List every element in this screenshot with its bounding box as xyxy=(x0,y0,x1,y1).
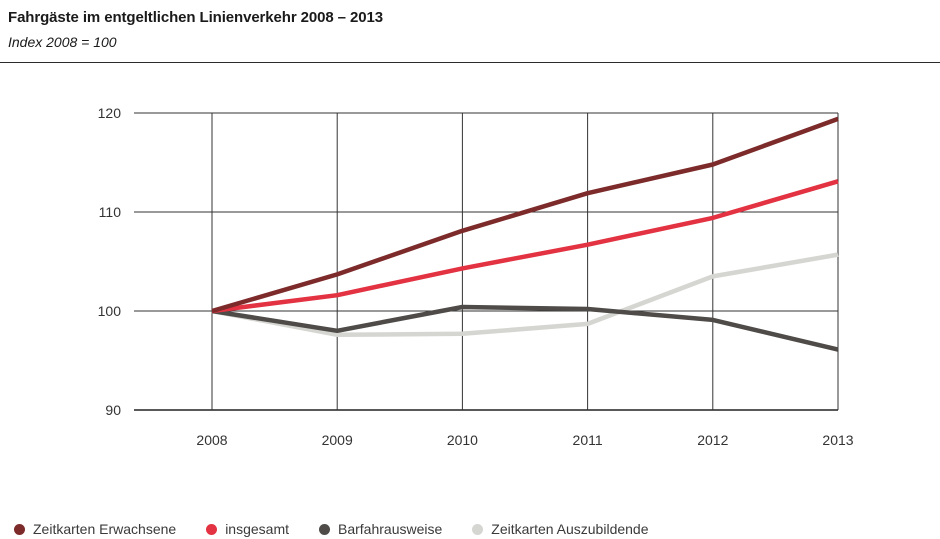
legend: Zeitkarten Erwachsene insgesamt Barfahra… xyxy=(14,519,679,539)
series-line-zeitkarten-erwachsene xyxy=(211,116,839,314)
series-line-barfahrausweise xyxy=(211,304,839,352)
legend-marker-icon xyxy=(206,523,218,535)
grid xyxy=(134,112,839,411)
x-tick-label: 2008 xyxy=(196,432,227,448)
series-line-insgesamt xyxy=(211,179,839,314)
y-tick-label: 110 xyxy=(99,204,122,220)
legend-item-insgesamt: insgesamt xyxy=(206,521,289,537)
legend-label: insgesamt xyxy=(225,521,289,537)
y-tick-label: 90 xyxy=(105,402,121,418)
legend-marker-icon xyxy=(319,523,330,535)
chart-header: Fahrgäste im entgeltlichen Linienverkehr… xyxy=(0,0,940,63)
y-tick-label: 120 xyxy=(98,105,122,121)
y-tick-label: 100 xyxy=(98,303,122,319)
series-line-zeitkarten-auszubildende xyxy=(211,252,839,338)
x-tick-label: 2011 xyxy=(573,432,603,448)
x-tick-label: 2009 xyxy=(322,432,353,448)
x-tick-label: 2010 xyxy=(447,432,478,448)
legend-label: Zeitkarten Auszubildende xyxy=(491,521,649,537)
x-axis-ticks: 2008 2009 2010 2011 2012 2013 xyxy=(196,432,853,448)
legend-item-zeitkarten-erwachsene: Zeitkarten Erwachsene xyxy=(14,521,176,537)
legend-item-barfahrausweise: Barfahrausweise xyxy=(319,521,442,537)
x-tick-label: 2013 xyxy=(822,432,853,448)
y-axis-ticks: 90 100 110 120 xyxy=(98,105,122,418)
legend-marker-icon xyxy=(14,523,25,535)
legend-item-zeitkarten-auszubildende: Zeitkarten Auszubildende xyxy=(472,521,649,537)
series-lines xyxy=(211,116,839,352)
chart-title: Fahrgäste im entgeltlichen Linienverkehr… xyxy=(8,9,383,26)
legend-label: Barfahrausweise xyxy=(338,521,443,537)
x-tick-label: 2012 xyxy=(697,432,728,448)
legend-label: Zeitkarten Erwachsene xyxy=(33,521,177,537)
chart-subtitle: Index 2008 = 100 xyxy=(8,34,117,50)
legend-marker-icon xyxy=(472,523,484,535)
